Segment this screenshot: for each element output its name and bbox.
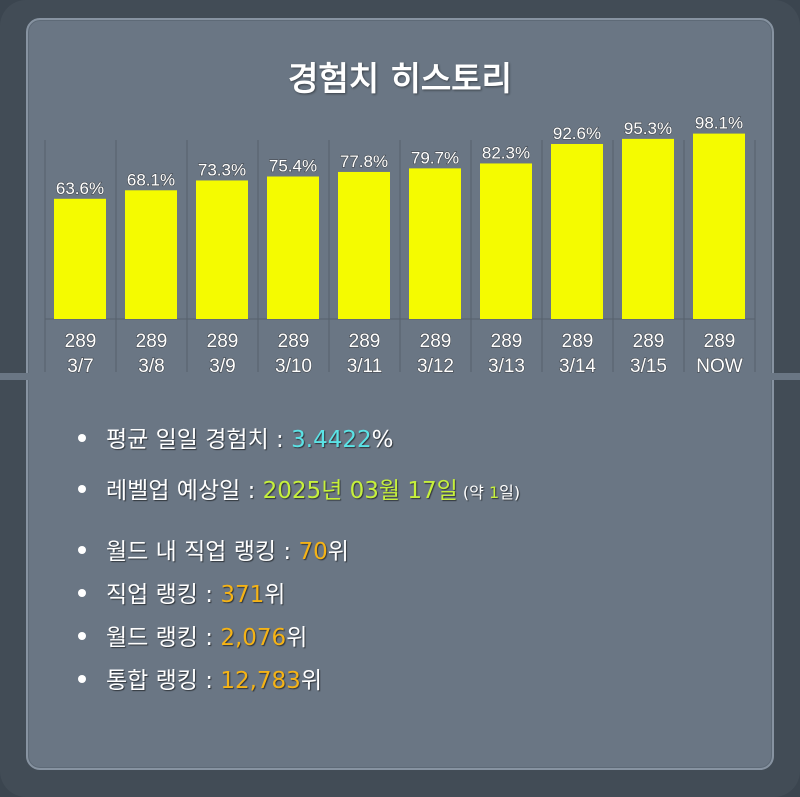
x-tick-level-label: 289	[349, 331, 381, 352]
bar	[338, 171, 390, 319]
x-tick-level-label: 289	[65, 331, 97, 352]
bullet-icon	[78, 588, 86, 597]
stat-label: 통합 랭킹 :	[106, 668, 221, 694]
x-tick-date-label: 3/15	[630, 356, 667, 377]
stat-unit: %	[371, 427, 394, 453]
chart-title: 경험치 히스토리	[287, 59, 512, 98]
stat-unit: 위	[327, 539, 349, 565]
stat-label: 레벨업 예상일 :	[106, 478, 263, 504]
x-tick-level-label: 289	[562, 331, 594, 352]
bar	[693, 133, 745, 319]
bullet-icon	[78, 674, 86, 683]
stat-job-rank: 직업 랭킹 : 371위	[78, 575, 285, 609]
stat-label: 월드 랭킹 :	[106, 625, 221, 651]
x-tick-level-label: 289	[207, 331, 239, 352]
bar-value-label: 98.1%	[695, 114, 743, 133]
stat-label: 월드 내 직업 랭킹 :	[106, 539, 299, 565]
stat-value: 371	[220, 582, 265, 608]
bar-value-label: 77.8%	[340, 152, 388, 171]
x-tick-level-label: 289	[491, 331, 523, 352]
bar-value-label: 79.7%	[411, 148, 459, 167]
stat-value: 12,783	[220, 668, 301, 694]
x-tick-date-label: 3/8	[138, 356, 164, 377]
stat-value: 3.4422	[291, 427, 372, 453]
x-tick-level-label: 289	[136, 331, 168, 352]
bar-value-label: 63.6%	[56, 179, 104, 198]
x-tick-date-label: 3/7	[67, 356, 93, 377]
stat-avg-daily-exp: 평균 일일 경험치 : 3.4422%	[78, 420, 393, 454]
stat-value: 2,076	[220, 625, 287, 651]
bullet-icon	[78, 545, 86, 554]
stat-unit: 위	[264, 582, 286, 608]
x-tick-date-label: NOW	[696, 356, 743, 377]
bar-value-label: 82.3%	[482, 143, 530, 162]
exp-bar-chart: 63.6% 289 3/7 68.1% 289 3/8 73.3% 289 3/9 75.4% 28…	[0, 113, 800, 380]
bar	[480, 163, 532, 319]
bullet-icon	[78, 631, 86, 640]
x-tick-level-label: 289	[633, 331, 665, 352]
bar	[196, 180, 248, 319]
stat-world-rank: 월드 랭킹 : 2,076위	[78, 618, 307, 652]
x-tick-date-label: 3/13	[488, 356, 525, 377]
bar-value-label: 68.1%	[127, 170, 175, 189]
x-tick-level-label: 289	[704, 331, 736, 352]
bar-value-label: 73.3%	[198, 160, 246, 179]
stat-levelup-date: 레벨업 예상일 : 2025년 03월 17일 (약 1일)	[78, 471, 520, 505]
x-tick-level-label: 289	[278, 331, 310, 352]
bar	[125, 190, 177, 319]
stat-note: (약 1일)	[457, 483, 521, 502]
stat-world-job-rank: 월드 내 직업 랭킹 : 70위	[78, 532, 349, 566]
bar	[622, 138, 674, 319]
x-tick-date-label: 3/14	[559, 356, 596, 377]
bar-value-label: 75.4%	[269, 156, 317, 175]
bar	[267, 176, 319, 319]
tick-clip-mask	[0, 373, 800, 380]
bar	[551, 143, 603, 319]
stat-total-rank: 통합 랭킹 : 12,783위	[78, 661, 322, 695]
x-tick-level-label: 289	[420, 331, 452, 352]
x-tick-date-label: 3/9	[209, 356, 235, 377]
stat-value: 2025년 03월 17일	[262, 478, 458, 504]
stat-unit: 위	[286, 625, 308, 651]
bullet-icon	[78, 433, 86, 442]
bullet-icon	[78, 484, 86, 493]
stat-label: 평균 일일 경험치 :	[106, 427, 292, 453]
bar-value-label: 92.6%	[553, 124, 601, 143]
bar-value-label: 95.3%	[624, 119, 672, 138]
x-tick-date-label: 3/11	[347, 356, 383, 377]
bar	[409, 168, 461, 319]
bar	[54, 198, 106, 319]
x-tick-date-label: 3/12	[417, 356, 454, 377]
stat-value: 70	[298, 539, 328, 565]
stat-label: 직업 랭킹 :	[106, 582, 221, 608]
x-tick-date-label: 3/10	[275, 356, 312, 377]
stat-unit: 위	[300, 668, 322, 694]
